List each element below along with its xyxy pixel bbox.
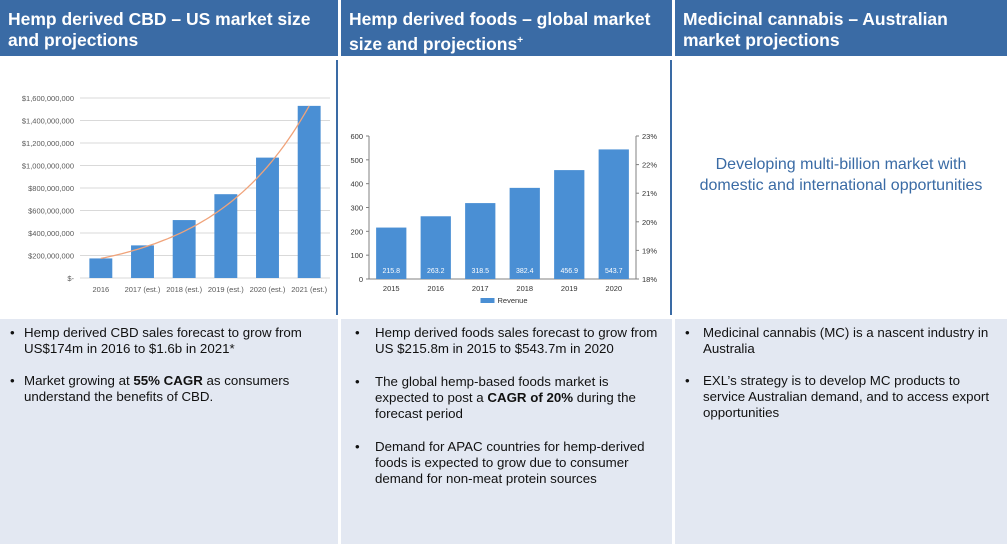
bullet-text: EXL’s strategy is to develop MC products…: [703, 373, 990, 420]
bullet-item: EXL’s strategy is to develop MC products…: [685, 373, 997, 421]
y-tick-label: $1,400,000,000: [22, 117, 74, 126]
y-tick-label: $400,000,000: [28, 229, 74, 238]
x-tick-label: 2019 (est.): [208, 285, 244, 294]
y-tick-label: $600,000,000: [28, 207, 74, 216]
data-label: 215.8: [382, 268, 400, 275]
x-tick-label: 2020: [605, 284, 622, 293]
medicinal-header: Medicinal cannabis – Australian market p…: [675, 0, 1007, 56]
x-tick-label: 2020 (est.): [250, 285, 286, 294]
bar: [89, 258, 113, 278]
bullet-item: The global hemp-based foods market is ex…: [351, 374, 662, 422]
bar: [214, 194, 238, 278]
y-tick-label: $1,000,000,000: [22, 162, 74, 171]
cbd-chart-area: $- $200,000,000 $400,000,000 $600,000,000 $8…: [0, 60, 338, 315]
data-label: 263.2: [427, 268, 445, 275]
foods-header: Hemp derived foods – global market size …: [341, 0, 672, 56]
medicinal-bullets: Medicinal cannabis (MC) is a nascent ind…: [675, 319, 1007, 544]
bar: [297, 105, 321, 278]
legend-label: Revenue: [498, 296, 528, 305]
bullet-text: Market growing at: [24, 373, 134, 388]
x-tick-label: 2015: [383, 284, 400, 293]
data-label: 543.7: [605, 268, 623, 275]
y-tick-label: $1,600,000,000: [22, 94, 74, 103]
y-tick-label: 300: [350, 204, 363, 213]
y-tick-label: 100: [350, 251, 363, 260]
x-tick-label: 2017: [472, 284, 489, 293]
bullet-text: The global hemp-based foods market is ex…: [375, 374, 609, 405]
y-tick-label: 500: [350, 156, 363, 165]
x-tick-label: 2017 (est.): [125, 285, 161, 294]
column-foods: Hemp derived foods – global market size …: [341, 0, 672, 544]
y-tick-label: $1,200,000,000: [22, 139, 74, 148]
column-cbd: Hemp derived CBD – US market size and pr…: [0, 0, 338, 544]
medicinal-callout-area: Developing multi-billion market with dom…: [675, 60, 1007, 315]
trendline: [100, 105, 310, 260]
x-tick-label: 2018 (est.): [166, 285, 202, 294]
y2-tick-label: 18%: [642, 275, 657, 284]
medicinal-callout: Developing multi-billion market with dom…: [699, 156, 983, 194]
bar: [598, 149, 629, 279]
x-tick-label: 2019: [561, 284, 578, 293]
y-tick-label: 0: [359, 275, 363, 284]
bar: [465, 203, 496, 279]
data-label: 456.9: [560, 268, 578, 275]
foods-bullet-list: Hemp derived foods sales forecast to gro…: [351, 325, 662, 487]
y2-tick-label: 21%: [642, 189, 657, 198]
bullet-text: as consumers understand the benefits of …: [24, 373, 290, 404]
bar: [256, 157, 279, 278]
bar: [131, 245, 154, 278]
y-tick-label: 400: [350, 180, 363, 189]
bar: [509, 187, 540, 279]
bullet-item: Hemp derived CBD sales forecast to grow …: [10, 325, 328, 357]
data-label: 318.5: [471, 268, 489, 275]
bullet-bold-text: 55% CAGR: [133, 373, 203, 388]
bullet-text: Hemp derived foods sales forecast to gro…: [375, 325, 658, 356]
x-tick-label: 2016: [427, 284, 444, 293]
data-label: 382.4: [516, 268, 534, 275]
bullet-item: Market growing at 55% CAGR as consumers …: [10, 373, 328, 405]
bullet-item: Hemp derived foods sales forecast to gro…: [351, 325, 662, 357]
medicinal-bullet-list: Medicinal cannabis (MC) is a nascent ind…: [685, 325, 997, 421]
x-tick-label: 2016: [92, 285, 109, 294]
bullet-item: Demand for APAC countries for hemp-deriv…: [351, 439, 662, 487]
y2-tick-label: 23%: [642, 132, 657, 141]
bullet-item: Medicinal cannabis (MC) is a nascent ind…: [685, 325, 997, 357]
bar: [376, 227, 407, 279]
bar: [554, 170, 585, 279]
foods-chart-area: 0 100 200 300 400 500 600 18% 19% 20% 21% 22% 23% 215…: [341, 60, 672, 315]
x-tick-label: 2021 (est.): [291, 285, 327, 294]
y-tick-label: $200,000,000: [28, 252, 74, 261]
y-tick-label: 200: [350, 227, 363, 236]
cbd-bullet-list: Hemp derived CBD sales forecast to grow …: [10, 325, 328, 405]
cbd-header: Hemp derived CBD – US market size and pr…: [0, 0, 338, 56]
foods-bullets: Hemp derived foods sales forecast to gro…: [341, 319, 672, 544]
legend-swatch: [480, 298, 495, 303]
column-medicinal: Medicinal cannabis – Australian market p…: [675, 0, 1007, 544]
y2-tick-label: 22%: [642, 161, 657, 170]
x-tick-label: 2018: [516, 284, 533, 293]
y-tick-label: 600: [350, 132, 363, 141]
cbd-bullets: Hemp derived CBD sales forecast to grow …: [0, 319, 338, 544]
y2-tick-label: 19%: [642, 246, 657, 255]
bullet-bold-text: CAGR of 20%: [487, 390, 574, 405]
bar: [172, 220, 196, 278]
bullet-text: during the forecast period: [375, 390, 636, 421]
y-tick-label: $800,000,000: [28, 184, 74, 193]
bullet-text: Demand for APAC countries for hemp-deriv…: [375, 439, 645, 486]
cbd-bar-chart: $- $200,000,000 $400,000,000 $600,000,000 $8…: [22, 94, 330, 294]
foods-header-text: Hemp derived foods – global market size …: [349, 9, 651, 54]
bar: [420, 216, 451, 279]
y-tick-label: $-: [67, 274, 74, 283]
bullet-text: Medicinal cannabis (MC) is a nascent ind…: [703, 325, 989, 356]
y2-tick-label: 20%: [642, 218, 657, 227]
foods-bar-chart: 0 100 200 300 400 500 600 18% 19% 20% 21% 22% 23% 215…: [350, 132, 657, 305]
bullet-text: Hemp derived CBD sales forecast to grow …: [24, 325, 302, 356]
foods-header-sup: +: [517, 35, 524, 46]
